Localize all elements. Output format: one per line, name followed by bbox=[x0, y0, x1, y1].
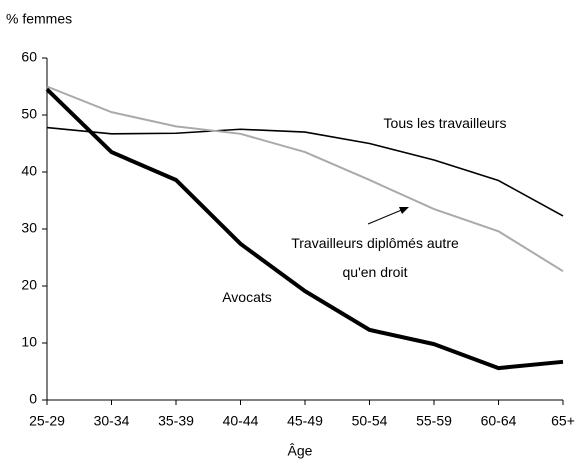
y-tick-label: 60 bbox=[21, 49, 37, 65]
y-tick-label: 40 bbox=[21, 163, 37, 179]
y-tick-label: 30 bbox=[21, 220, 37, 236]
x-tick-label: 25-29 bbox=[29, 413, 65, 429]
series-label: Travailleurs diplômés autre qu'en droit bbox=[291, 235, 459, 280]
series-label: Tous les travailleurs bbox=[383, 114, 507, 131]
x-tick-label: 65+ bbox=[551, 413, 575, 429]
series-label: Avocats bbox=[222, 288, 272, 305]
x-tick-label: 40-44 bbox=[223, 413, 259, 429]
y-tick-label: 10 bbox=[21, 334, 37, 350]
x-tick-label: 35-39 bbox=[158, 413, 194, 429]
series-line bbox=[46, 85, 564, 273]
annotation-arrow bbox=[367, 208, 405, 225]
x-tick-label: 50-54 bbox=[352, 413, 388, 429]
series-line bbox=[46, 126, 564, 217]
y-tick-label: 20 bbox=[21, 277, 37, 293]
x-tick-label: 55-59 bbox=[416, 413, 452, 429]
y-tick-label: 50 bbox=[21, 106, 37, 122]
arrow-head bbox=[399, 207, 409, 214]
x-axis-label: Âge bbox=[288, 443, 313, 459]
x-tick-label: 45-49 bbox=[287, 413, 323, 429]
x-tick-label: 60-64 bbox=[481, 413, 517, 429]
series-line bbox=[45, 87, 564, 371]
x-tick-label: 30-34 bbox=[94, 413, 130, 429]
y-axis-label: % femmes bbox=[6, 11, 72, 27]
y-tick-label: 0 bbox=[29, 391, 37, 407]
